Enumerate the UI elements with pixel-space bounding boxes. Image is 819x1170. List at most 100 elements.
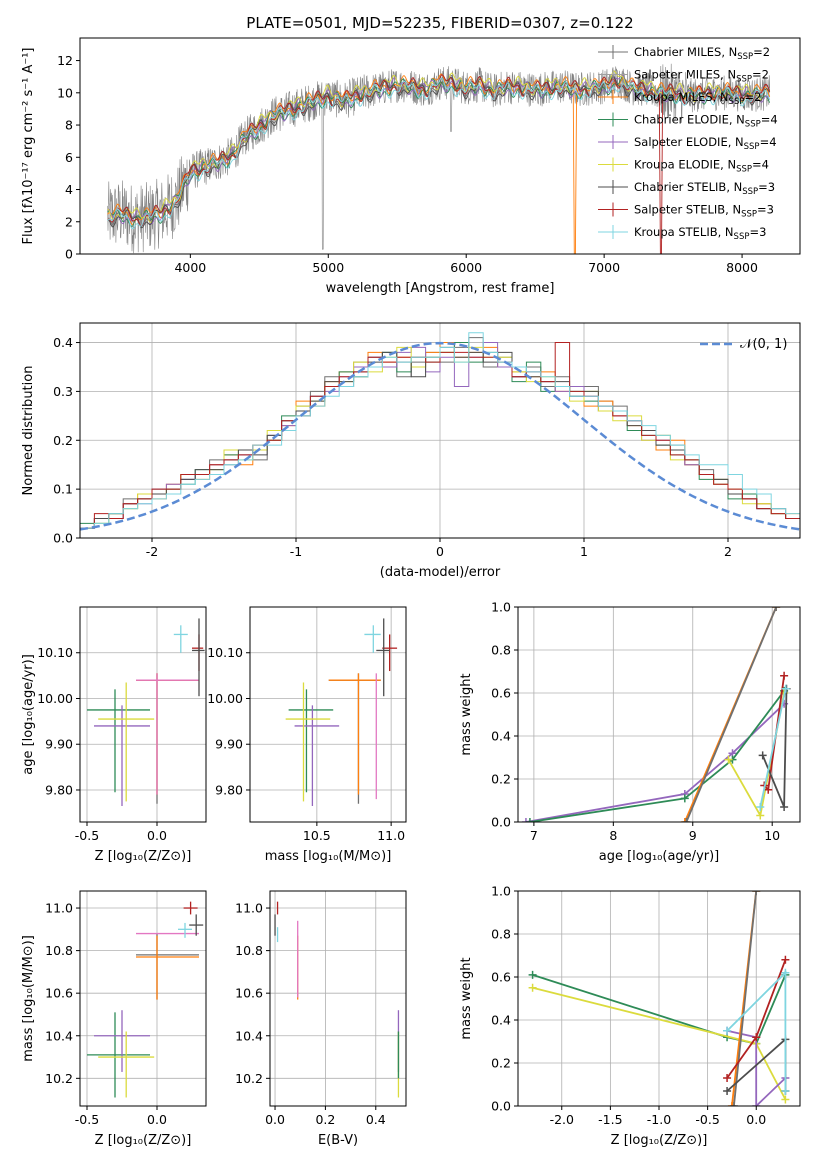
weight-vs-Z-marker: [781, 1086, 790, 1095]
legend-label-sub: SSP: [737, 52, 753, 62]
residuals-xtick-label: -1: [290, 544, 302, 559]
weight-vs-Z-marker: [528, 970, 537, 979]
age-vs-Z-ytick-label: 10.00: [37, 691, 73, 706]
weight-vs-age-marks: [521, 607, 791, 822]
weight-vs-Z-ytick-label: 0.4: [491, 1013, 511, 1028]
legend-label-1: Salpeter MILES, NSSP=2: [634, 68, 769, 85]
legend-label-sub: SSP: [729, 97, 745, 107]
weight-vs-Z-marker: [723, 1086, 732, 1095]
weight-vs-Z-xtick-label: -2.0: [550, 1112, 574, 1127]
legend-label-8: Kroupa STELIB, NSSP=3: [634, 225, 766, 242]
weight-vs-Z-ylabel: mass weight: [459, 957, 474, 1039]
legend-label-sub: SSP: [741, 210, 757, 220]
weight-vs-Z-marker: [528, 983, 537, 992]
mass-vs-EBV-ytick-label: 11.0: [235, 901, 263, 916]
mass-vs-EBV-ytick-label: 10.4: [235, 1028, 263, 1043]
legend-label-base: Kroupa STELIB, N: [634, 225, 734, 239]
legend-label-base: Chabrier MILES, N: [634, 45, 737, 59]
age-vs-mass-errorbar-point: [288, 689, 334, 793]
weight-vs-age-marker: [682, 818, 691, 822]
legend-label-base: Salpeter STELIB, N: [634, 203, 741, 217]
residuals-xtick-label: -2: [146, 544, 158, 559]
weight-vs-age-marker: [680, 794, 689, 803]
mass-vs-Z-ytick-label: 10.2: [45, 1071, 73, 1086]
age-vs-Z-xtick-label: 0.0: [147, 828, 167, 843]
legend-label-sub: SSP: [745, 120, 761, 130]
age-vs-mass-xtick-label: 10.5: [303, 828, 331, 843]
age-vs-mass-ytick-label: 10.10: [207, 645, 243, 660]
weight-vs-age-axes: 7 8 9 10 0.0 0.2 0.4 0.6 0.8 1.0 age [log₁₀(age/yr…: [459, 600, 800, 864]
spectrum-xtick-label: 7000: [588, 260, 620, 275]
spectrum-ytick-label: 2: [65, 214, 73, 229]
model-series-3: [107, 75, 771, 228]
weight-vs-Z-xtick-label: -1.0: [647, 1112, 671, 1127]
legend-label-rest: =4: [761, 113, 778, 127]
legend-label-sub: SSP: [744, 142, 760, 152]
age-vs-Z-errorbar-point: [192, 618, 205, 697]
mass-vs-Z-errorbar-point: [94, 1010, 150, 1072]
weight-vs-age-marker: [772, 607, 781, 611]
age-vs-Z-frame: [79, 606, 207, 823]
weight-vs-Z-marker: [752, 891, 761, 895]
spectrum-xlabel: wavelength [Angstrom, rest frame]: [326, 281, 555, 296]
spectrum-ytick-label: 10: [57, 85, 73, 100]
residuals-frame: [79, 322, 801, 539]
age-vs-Z-errorbar-point: [173, 625, 188, 653]
weight-vs-Z-xtick-label: -0.5: [695, 1112, 719, 1127]
weight-vs-age-marker: [764, 785, 773, 794]
weight-vs-age-frame: [517, 606, 801, 823]
weight-vs-age-xtick-label: 7: [530, 828, 538, 843]
mass-vs-Z-ytick-label: 10.8: [45, 943, 73, 958]
legend-label-rest: =3: [758, 180, 775, 194]
legend-label-6: Chabrier STELIB, NSSP=3: [634, 180, 775, 197]
legend-label-rest: =3: [757, 203, 774, 217]
mass-vs-EBV-xtick-label: 0.2: [315, 1112, 335, 1127]
age-vs-mass-errorbar-point: [285, 682, 331, 802]
mass-vs-Z-errorbar-point: [136, 933, 199, 1000]
legend-label-sub: SSP: [736, 75, 752, 85]
residuals-xtick-label: 2: [724, 544, 732, 559]
spectrum-xtick-label: 5000: [312, 260, 344, 275]
age-vs-mass-marks: [285, 618, 398, 806]
figure-title: PLATE=0501, MJD=52235, FIBERID=0307, z=0…: [246, 14, 633, 32]
age-vs-Z-errorbar-point: [87, 689, 150, 793]
weight-vs-age-marker: [525, 818, 534, 822]
spectrum-xtick-label: 6000: [450, 260, 482, 275]
age-vs-mass-errorbar-point: [328, 673, 381, 795]
weight-vs-age-ytick-label: 0.0: [491, 815, 511, 830]
mass-vs-EBV-ytick-label: 10.6: [235, 986, 263, 1001]
weight-vs-Z-marker: [727, 1102, 736, 1106]
age-vs-Z-ytick-label: 9.80: [45, 782, 73, 797]
legend-label-rest: =3: [749, 225, 766, 239]
mass-vs-EBV-ytick-label: 10.8: [235, 943, 263, 958]
legend-label-base: Salpeter ELODIE, N: [634, 135, 744, 149]
legend-label-rest: =2: [752, 68, 769, 82]
weight-vs-age-marker: [521, 818, 530, 822]
legend-label-sub: SSP: [736, 165, 752, 175]
age-vs-mass-ytick-label: 10.00: [207, 691, 243, 706]
age-vs-Z-xtick-label: -0.5: [75, 828, 99, 843]
spectrum-xtick-label: 4000: [174, 260, 206, 275]
spectrum-frame: [79, 37, 801, 255]
weight-vs-age-ytick-label: 0.4: [491, 729, 511, 744]
mass-vs-EBV-xtick-label: 0.0: [265, 1112, 285, 1127]
legend-label-base: Chabrier ELODIE, N: [634, 113, 745, 127]
mass-vs-Z-xtick-label: -0.5: [75, 1112, 99, 1127]
age-vs-Z-xlabel: Z [log₁₀(Z/Z⊙)]: [95, 849, 192, 864]
mass-vs-Z-ylabel: mass [log₁₀(M/M⊙)]: [21, 935, 36, 1062]
age-vs-Z-errorbar-point: [136, 673, 199, 795]
mass-vs-Z-errorbar-point: [136, 935, 199, 1000]
age-vs-mass-errorbar-point: [376, 618, 390, 697]
age-vs-mass-errorbar-point: [294, 705, 340, 806]
residuals-ytick-label: 0.4: [53, 335, 73, 350]
weight-vs-Z-marker: [752, 1102, 761, 1106]
age-vs-mass-xlabel: mass [log₁₀(M/M⊙)]: [265, 849, 392, 864]
weight-vs-age-line-0: [525, 703, 785, 822]
age-vs-mass-errorbar-point: [328, 673, 381, 804]
legend-label-base: Chabrier STELIB, N: [634, 180, 742, 194]
mass-vs-Z-frame: [79, 890, 207, 1107]
age-vs-Z-errorbar-point: [136, 673, 199, 804]
legend-label-7: Salpeter STELIB, NSSP=3: [634, 203, 774, 220]
legend-label-rest: =4: [760, 135, 777, 149]
